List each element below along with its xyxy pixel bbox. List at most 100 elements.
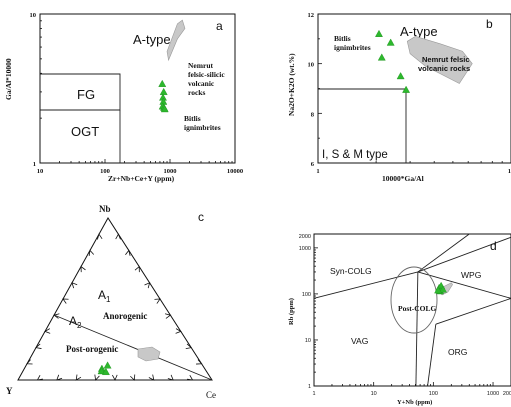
nemrut-field-c (137, 346, 161, 362)
bitlis-label-b-1: Bitlis (334, 34, 351, 43)
org-left-boundary (427, 324, 437, 387)
y-axis-label-d: Rb (ppm) (288, 298, 295, 325)
ternary-tick (154, 298, 161, 304)
nemrut-field-b (406, 36, 473, 84)
x-tick-label-d: 2000 (503, 391, 511, 397)
syn-colg-wpg-boundary (417, 236, 511, 273)
ternary-tick (96, 233, 103, 240)
ternary-tick (130, 374, 136, 381)
y-tick-label-d: 100 (302, 292, 311, 298)
ternary-tick (26, 359, 33, 365)
syn-colg-upper-boundary (417, 233, 470, 273)
bitlis-points-b (375, 29, 411, 93)
org-label: ORG (448, 347, 467, 357)
x-tick-label-d: 1 (312, 391, 315, 397)
ternary-tick (196, 359, 203, 365)
ternary-tick (134, 265, 140, 273)
ternary-tick (36, 374, 43, 381)
bitlis-point-a (158, 79, 167, 87)
y-tick-label-d: 10 (305, 338, 311, 344)
ternary-tick (175, 328, 182, 334)
bitlis-point-b (396, 72, 405, 80)
nemrut-label-b-1: Nemrut felsic (422, 55, 470, 64)
x-tick-label-b: 1 (316, 168, 319, 175)
ternary-tick (125, 249, 131, 256)
panel-c-letter: c (198, 210, 204, 224)
vertex-ce: Ce (206, 390, 216, 400)
x-tick-label-a: 10 (37, 168, 44, 175)
panel-a-letter: a (216, 19, 223, 33)
ternary-tick (35, 343, 42, 349)
nemrut-field-a (166, 19, 186, 62)
panel-d-letter: d (490, 239, 497, 253)
ternary-tick (187, 375, 194, 381)
panel-c: Nb Y Ce c A1 A2 Anorogenic Post-orogenic (6, 204, 216, 400)
x-tick-label-a: 1000 (164, 168, 177, 175)
x-tick-label-a: 100 (100, 168, 110, 175)
bitlis-point-a (160, 105, 169, 113)
panel-d-frame (313, 233, 511, 387)
y-tick-label-b: 10 (308, 62, 315, 69)
nemrut-label-a-1: Nemrut (188, 61, 213, 70)
fg-label: FG (77, 87, 95, 102)
ternary-triangle (17, 217, 213, 381)
nemrut-label-a-3: volcanic (188, 79, 215, 88)
a-type-label-b: A-type (400, 24, 438, 39)
x-axis-label-d: Y+Nb (ppm) (397, 399, 432, 406)
wpg-label: WPG (461, 270, 481, 280)
bitlis-point-d (434, 286, 443, 294)
ternary-tick (62, 298, 69, 304)
vag-label: VAG (351, 336, 368, 346)
anorogenic-label: Anorogenic (103, 311, 147, 321)
a1-a2-divider (53, 314, 213, 381)
wpg-org-boundary (417, 271, 511, 299)
post-colg-ellipse (390, 266, 438, 334)
org-upper-boundary (435, 297, 511, 325)
y-tick-label-a: 1 (33, 161, 36, 168)
panel-a-frame (39, 13, 236, 164)
ternary-tick (44, 328, 51, 334)
y-axis-label-a: Ga/Al*10000 (4, 58, 13, 100)
y-tick-label-d: 2000 (299, 234, 311, 240)
bitlis-point-b (386, 38, 395, 46)
x-tick-label-d: 1000 (487, 391, 499, 397)
panel-d-ticks: 11 10 10 100 100 1000 1000 2000 2000 (299, 233, 511, 397)
bitlis-points-d (434, 281, 447, 295)
bitlis-point-b (402, 85, 411, 93)
fg-field-boundary (40, 73, 121, 111)
bitlis-point-b (377, 53, 386, 61)
ternary-tick (71, 282, 78, 289)
post-colg-label: Post-COLG (398, 304, 436, 313)
nemrut-label-a-2: felsic-silicic (188, 70, 225, 79)
ternary-tick (56, 374, 63, 381)
y-tick-label-a: 10 (30, 12, 37, 19)
ternary-tick (115, 233, 121, 240)
post-orogenic-label: Post-orogenic (66, 344, 118, 354)
ogt-label: OGT (71, 124, 99, 139)
ternary-tick (80, 265, 86, 273)
ternary-tick-marks (26, 233, 203, 381)
nemrut-label-a-4: rocks (188, 88, 205, 97)
bitlis-point-c (103, 361, 112, 369)
y-tick-label-b: 8 (311, 111, 315, 118)
ternary-tick (144, 282, 151, 289)
field-a2: A2 (69, 314, 82, 330)
nemrut-label-b-2: volcanic rocks (418, 64, 470, 73)
x-axis-label-b: 10000*Ga/Al (382, 174, 424, 183)
ternary-tick (94, 374, 100, 381)
x-tick-label-d: 10 (371, 391, 377, 397)
ternary-tick (148, 374, 155, 381)
x-tick-label-d: 100 (429, 391, 438, 397)
ternary-tick (112, 374, 118, 381)
vag-org-vertical-boundary (415, 271, 419, 387)
tectonic-field-boundaries (313, 233, 511, 387)
bitlis-points-c (97, 361, 112, 375)
panel-b-letter: b (486, 17, 493, 31)
bitlis-point-d (439, 285, 447, 293)
vertex-nb: Nb (99, 204, 111, 214)
syn-colg-label: Syn-COLG (330, 266, 372, 276)
y-tick-label-b: 6 (311, 161, 315, 168)
y-tick-label-d: 1000 (299, 246, 311, 252)
